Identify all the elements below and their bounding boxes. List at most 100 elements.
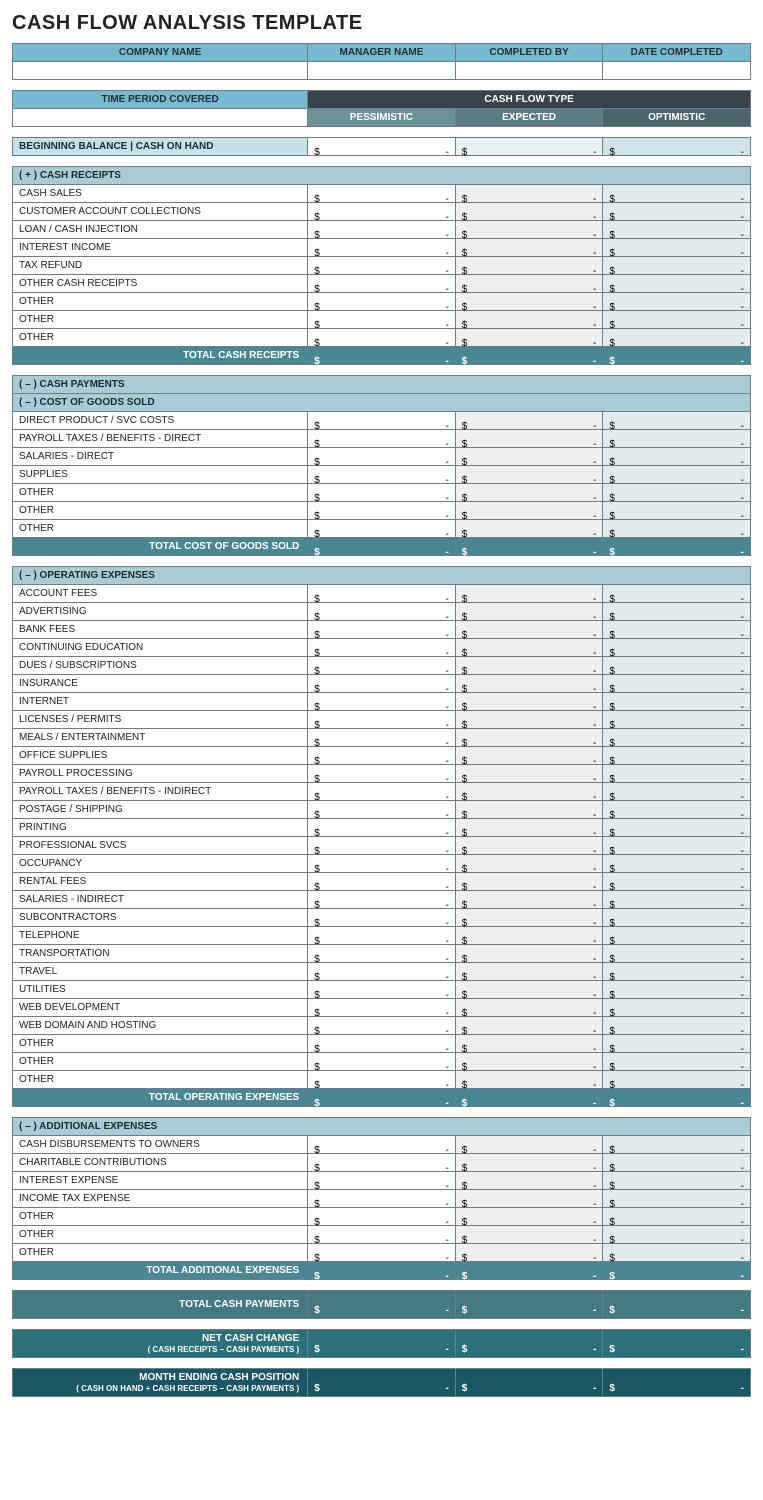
cell-opt[interactable]: $-	[603, 819, 751, 837]
cell-exp[interactable]: $-	[455, 1226, 603, 1244]
cell-opt[interactable]: $-	[603, 585, 751, 603]
cell-opt[interactable]: $-	[603, 412, 751, 430]
cell-opt[interactable]: $-	[603, 837, 751, 855]
cell-opt[interactable]: $-	[603, 203, 751, 221]
cell-exp[interactable]: $-	[455, 711, 603, 729]
cell-pess[interactable]: $-	[308, 729, 456, 747]
cell-pess[interactable]: $-	[308, 711, 456, 729]
cell-pess[interactable]: $-	[308, 293, 456, 311]
cell-exp[interactable]: $-	[455, 999, 603, 1017]
cell-exp[interactable]: $-	[455, 891, 603, 909]
cell-opt[interactable]: $-	[603, 1226, 751, 1244]
cell-exp[interactable]: $-	[455, 484, 603, 502]
cell-opt[interactable]: $-	[603, 657, 751, 675]
cell-pess[interactable]: $-	[308, 520, 456, 538]
cell-pess[interactable]: $-	[308, 1035, 456, 1053]
cell-exp[interactable]: $-	[455, 639, 603, 657]
cell-opt[interactable]: $-	[603, 275, 751, 293]
beginning-balance-pess[interactable]: $-	[308, 138, 456, 156]
cell-exp[interactable]: $-	[455, 1035, 603, 1053]
cell-opt[interactable]: $-	[603, 293, 751, 311]
cell-exp[interactable]: $-	[455, 819, 603, 837]
cell-pess[interactable]: $-	[308, 693, 456, 711]
val-company[interactable]	[13, 62, 308, 80]
cell-exp[interactable]: $-	[455, 466, 603, 484]
cell-opt[interactable]: $-	[603, 711, 751, 729]
cell-pess[interactable]: $-	[308, 675, 456, 693]
cell-exp[interactable]: $-	[455, 1244, 603, 1262]
cell-pess[interactable]: $-	[308, 1136, 456, 1154]
cell-opt[interactable]: $-	[603, 1035, 751, 1053]
cell-opt[interactable]: $-	[603, 927, 751, 945]
cell-exp[interactable]: $-	[455, 963, 603, 981]
val-completed-by[interactable]	[455, 62, 603, 80]
cell-exp[interactable]: $-	[455, 675, 603, 693]
cell-opt[interactable]: $-	[603, 311, 751, 329]
cell-exp[interactable]: $-	[455, 185, 603, 203]
cell-exp[interactable]: $-	[455, 448, 603, 466]
cell-pess[interactable]: $-	[308, 1154, 456, 1172]
val-time-period[interactable]	[13, 109, 308, 127]
cell-pess[interactable]: $-	[308, 257, 456, 275]
cell-opt[interactable]: $-	[603, 747, 751, 765]
cell-exp[interactable]: $-	[455, 221, 603, 239]
cell-pess[interactable]: $-	[308, 945, 456, 963]
cell-exp[interactable]: $-	[455, 257, 603, 275]
cell-opt[interactable]: $-	[603, 329, 751, 347]
cell-pess[interactable]: $-	[308, 819, 456, 837]
cell-opt[interactable]: $-	[603, 603, 751, 621]
cell-pess[interactable]: $-	[308, 329, 456, 347]
cell-opt[interactable]: $-	[603, 1053, 751, 1071]
val-date[interactable]	[603, 62, 751, 80]
cell-exp[interactable]: $-	[455, 1154, 603, 1172]
cell-pess[interactable]: $-	[308, 221, 456, 239]
cell-exp[interactable]: $-	[455, 621, 603, 639]
cell-pess[interactable]: $-	[308, 1226, 456, 1244]
cell-pess[interactable]: $-	[308, 412, 456, 430]
cell-exp[interactable]: $-	[455, 430, 603, 448]
cell-pess[interactable]: $-	[308, 1071, 456, 1089]
cell-pess[interactable]: $-	[308, 873, 456, 891]
cell-pess[interactable]: $-	[308, 909, 456, 927]
cell-exp[interactable]: $-	[455, 927, 603, 945]
cell-exp[interactable]: $-	[455, 585, 603, 603]
cell-exp[interactable]: $-	[455, 1017, 603, 1035]
cell-opt[interactable]: $-	[603, 1154, 751, 1172]
cell-opt[interactable]: $-	[603, 639, 751, 657]
cell-opt[interactable]: $-	[603, 999, 751, 1017]
cell-exp[interactable]: $-	[455, 203, 603, 221]
cell-opt[interactable]: $-	[603, 239, 751, 257]
cell-pess[interactable]: $-	[308, 855, 456, 873]
cell-opt[interactable]: $-	[603, 430, 751, 448]
cell-opt[interactable]: $-	[603, 873, 751, 891]
cell-pess[interactable]: $-	[308, 657, 456, 675]
cell-exp[interactable]: $-	[455, 1190, 603, 1208]
cell-opt[interactable]: $-	[603, 909, 751, 927]
cell-opt[interactable]: $-	[603, 484, 751, 502]
cell-exp[interactable]: $-	[455, 837, 603, 855]
cell-pess[interactable]: $-	[308, 1053, 456, 1071]
cell-exp[interactable]: $-	[455, 520, 603, 538]
cell-opt[interactable]: $-	[603, 1208, 751, 1226]
cell-pess[interactable]: $-	[308, 585, 456, 603]
cell-pess[interactable]: $-	[308, 927, 456, 945]
cell-exp[interactable]: $-	[455, 873, 603, 891]
cell-opt[interactable]: $-	[603, 621, 751, 639]
cell-pess[interactable]: $-	[308, 185, 456, 203]
cell-exp[interactable]: $-	[455, 1208, 603, 1226]
cell-opt[interactable]: $-	[603, 1071, 751, 1089]
cell-exp[interactable]: $-	[455, 909, 603, 927]
cell-exp[interactable]: $-	[455, 603, 603, 621]
cell-opt[interactable]: $-	[603, 1172, 751, 1190]
cell-exp[interactable]: $-	[455, 855, 603, 873]
cell-opt[interactable]: $-	[603, 693, 751, 711]
cell-exp[interactable]: $-	[455, 1172, 603, 1190]
cell-exp[interactable]: $-	[455, 657, 603, 675]
cell-pess[interactable]: $-	[308, 747, 456, 765]
cell-opt[interactable]: $-	[603, 185, 751, 203]
cell-pess[interactable]: $-	[308, 891, 456, 909]
cell-opt[interactable]: $-	[603, 891, 751, 909]
cell-exp[interactable]: $-	[455, 801, 603, 819]
beginning-balance-opt[interactable]: $-	[603, 138, 751, 156]
cell-pess[interactable]: $-	[308, 430, 456, 448]
